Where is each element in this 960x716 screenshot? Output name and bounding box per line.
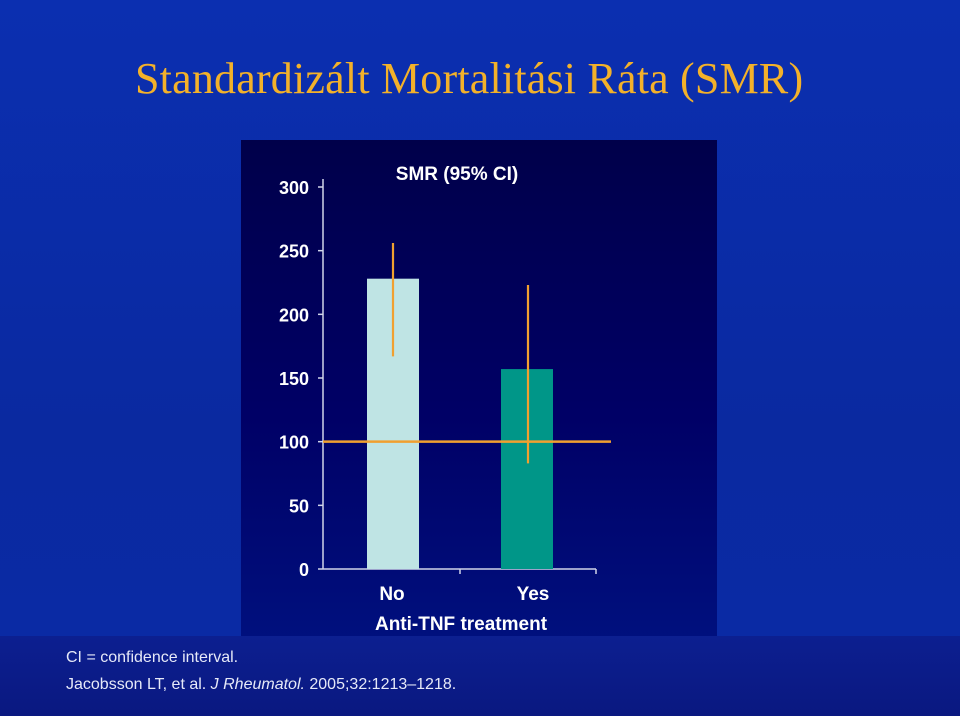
citation: Jacobsson LT, et al. J Rheumatol. 2005;3…	[66, 675, 456, 695]
y-tick-label-0: 0	[299, 560, 309, 580]
footer-band	[0, 636, 960, 716]
x-category-label-yes: Yes	[517, 584, 550, 605]
y-tick-label-200: 200	[279, 305, 309, 325]
y-tick-label-100: 100	[279, 433, 309, 453]
citation-details: 2005;32:1213–1218.	[304, 676, 457, 693]
citation-authors: Jacobsson LT, et al.	[66, 676, 211, 693]
chart-panel: SMR (95% CI) Anti-TNF treatment 0 50 100 15…	[241, 140, 717, 640]
y-tick-label-150: 150	[279, 369, 309, 389]
chart-title: SMR (95% CI)	[396, 164, 518, 185]
y-tick-label-300: 300	[279, 178, 309, 198]
slide-title: Standardizált Mortalitási Ráta (SMR)	[135, 54, 804, 103]
x-axis-label: Anti-TNF treatment	[375, 614, 548, 635]
y-tick-label-50: 50	[289, 496, 309, 516]
smr-bar-chart: SMR (95% CI) Anti-TNF treatment 0 50 100 15…	[279, 164, 611, 635]
y-tick-label-250: 250	[279, 242, 309, 262]
citation-journal: J Rheumatol.	[210, 676, 305, 693]
x-category-label-no: No	[379, 584, 404, 605]
footnote-ci: CI = confidence interval.	[66, 649, 239, 666]
